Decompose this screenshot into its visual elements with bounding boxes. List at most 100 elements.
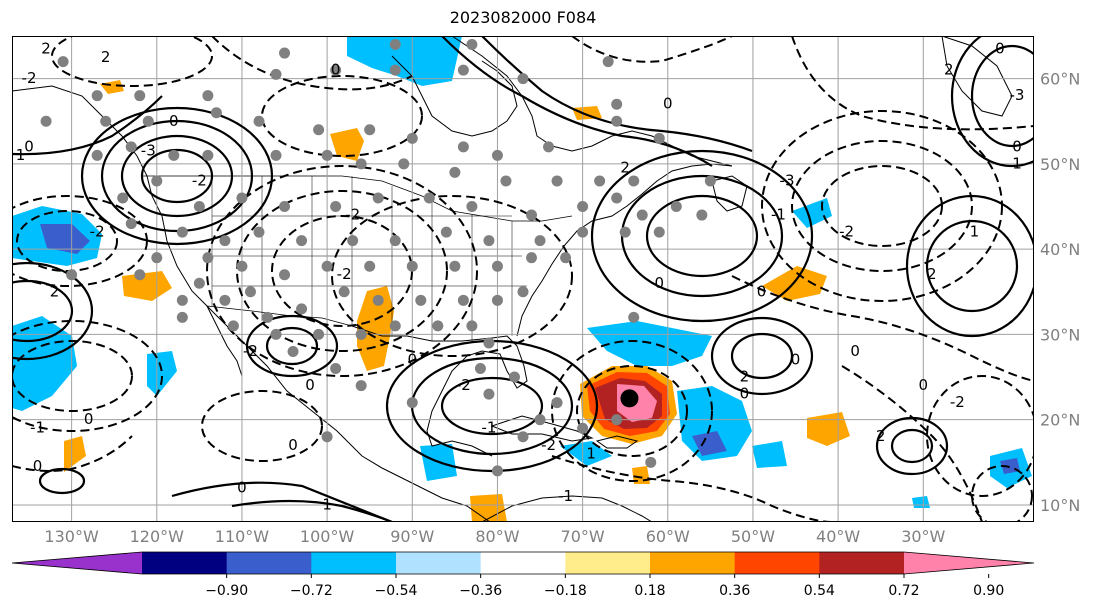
contour-line <box>265 326 319 366</box>
station-dot <box>253 115 265 127</box>
station-dot <box>168 149 180 161</box>
contour-label: -1 <box>771 206 786 224</box>
contour-line <box>12 95 163 156</box>
contour-label: 0 <box>331 61 341 79</box>
station-dot <box>389 64 401 76</box>
contour-line <box>841 365 983 522</box>
station-dot <box>142 115 154 127</box>
colorbar-tick-label: 0.18 <box>634 583 665 599</box>
colorbar-tick-label: 0.36 <box>719 583 750 599</box>
latitude-label: 60°N <box>1040 70 1080 89</box>
station-dot <box>279 201 291 213</box>
contour-label: -2 <box>345 206 360 224</box>
station-dot <box>483 235 495 247</box>
station-dot <box>491 294 503 306</box>
contour-line <box>551 340 713 482</box>
contour-label: -3 <box>780 171 795 189</box>
greenland-tip <box>941 36 1013 117</box>
contour-line <box>905 194 1034 338</box>
station-dot <box>466 201 478 213</box>
longitude-label: 110°W <box>215 527 270 546</box>
contour-label: 0 <box>850 342 860 360</box>
station-dot <box>100 115 112 127</box>
station-dot <box>491 465 503 477</box>
contour-label: -2 <box>839 223 854 241</box>
station-dot <box>313 124 325 136</box>
anomaly-shading <box>12 36 1032 522</box>
contour-line <box>12 320 163 432</box>
longitude-label: 80°W <box>475 527 519 546</box>
contour-label: 2 <box>41 39 51 57</box>
station-dot <box>176 311 188 323</box>
station-dot <box>125 218 137 230</box>
contour-line <box>761 110 1003 302</box>
contour-label: -2 <box>243 342 258 360</box>
latitude-label: 40°N <box>1040 240 1080 259</box>
station-dot <box>244 286 256 298</box>
colorbar-tick-label: −0.72 <box>290 583 333 599</box>
station-dot <box>696 209 708 221</box>
station-dot <box>91 90 103 102</box>
baja <box>206 305 243 377</box>
shade-region <box>147 351 177 396</box>
station-dot <box>636 209 648 221</box>
station-dot <box>645 456 657 468</box>
map-frame <box>12 36 1034 522</box>
contour-line <box>12 261 94 361</box>
station-dot <box>704 175 716 187</box>
colorbar-tick-label: 0.72 <box>888 583 919 599</box>
contour-label: 2 <box>620 159 630 177</box>
station-dot <box>219 294 231 306</box>
station-dot <box>406 397 418 409</box>
contour-label: 2 <box>101 48 111 66</box>
shade-region <box>64 436 86 472</box>
station-dot <box>534 414 546 426</box>
contour-label: 0 <box>791 351 801 369</box>
shade-region <box>347 36 462 86</box>
station-dot <box>628 311 640 323</box>
newfoundland <box>711 175 748 212</box>
station-dot <box>423 192 435 204</box>
station-dot <box>594 175 606 187</box>
contour-line <box>926 375 1034 497</box>
contour-line <box>231 499 393 522</box>
station-dot <box>321 431 333 443</box>
contour-label: 0 <box>757 282 767 300</box>
station-dot <box>611 98 623 110</box>
dashed-contours <box>12 36 1034 522</box>
contour-labels: 2 20-20-30-21-2-2-22-1 000-2 0-2001020-1-3-… <box>16 39 1025 513</box>
station-dot <box>355 380 367 392</box>
station-dot <box>508 371 520 383</box>
contour-line <box>206 165 478 377</box>
contour-label: -3 <box>141 142 156 160</box>
colorbar-extend-high <box>904 552 1034 574</box>
shade-region <box>912 496 930 508</box>
station-dot <box>253 226 265 238</box>
contour-label: -2 <box>337 265 352 283</box>
station-dot <box>91 149 103 161</box>
contour-label: 0 <box>1012 137 1022 155</box>
contour-line <box>38 467 86 495</box>
longitude-label: 130°W <box>44 527 99 546</box>
contour-line <box>731 275 1034 382</box>
station-dot <box>313 328 325 340</box>
station-dot <box>355 158 367 170</box>
colorbar-segment <box>734 552 820 574</box>
contour-line <box>791 36 1034 131</box>
contour-label: 0 <box>305 376 315 394</box>
contour-line <box>12 195 148 287</box>
station-dot <box>440 226 452 238</box>
contour-line <box>710 316 814 396</box>
contour-label: -2 <box>950 393 965 411</box>
station-points <box>40 39 716 477</box>
contour-line <box>236 190 448 352</box>
contour-line <box>551 455 833 522</box>
station-dot <box>296 235 308 247</box>
contour-line <box>171 481 393 522</box>
latitude-label: 20°N <box>1040 411 1080 430</box>
colorbar-tick-label: −0.54 <box>375 583 418 599</box>
contour-line <box>971 465 1033 522</box>
map-title: 2023082000 F084 <box>449 8 597 27</box>
shade-region <box>40 224 90 254</box>
contour-line <box>120 134 234 218</box>
